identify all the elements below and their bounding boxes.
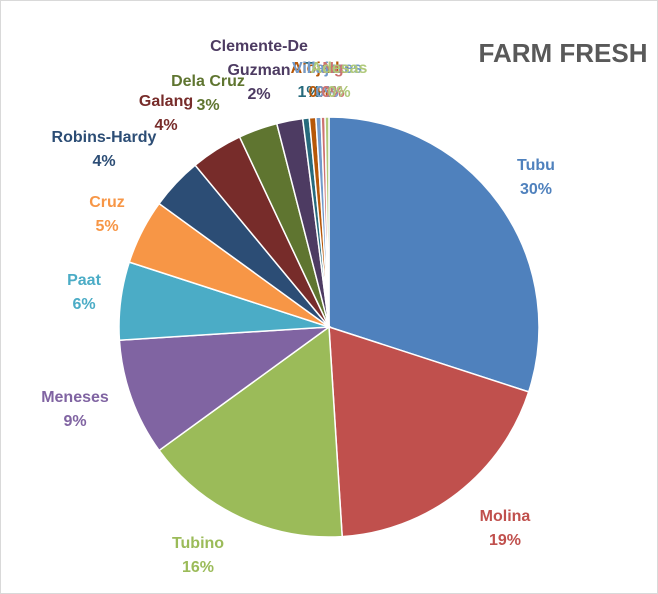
data-label-paat: Paat 6%: [67, 272, 101, 313]
data-label-meneses: Meneses 9%: [41, 389, 109, 430]
data-label-adesas: Adesas 0%: [311, 60, 368, 101]
data-label-galang: Galang 4%: [139, 93, 193, 134]
data-label-clemente-de-guzman: Clemente-De Guzman 2%: [210, 38, 308, 103]
data-label-t: T 1%: [297, 60, 320, 101]
pie-slice-tubino: [158, 325, 343, 538]
pie-slice-adesas: [324, 116, 330, 328]
pie-slice-molina: [328, 325, 530, 538]
data-label-villajares: Villajares 0%: [292, 60, 362, 101]
pie-slice-tubu: [328, 116, 540, 393]
data-label-molina: Molina 19%: [480, 508, 531, 549]
chart-title: FARM FRESH: [479, 38, 648, 68]
data-label-cruz: Cruz 5%: [89, 194, 125, 235]
pie-slice-meneses: [118, 326, 332, 452]
data-label-robins-hardy: Robins-Hardy 4%: [52, 129, 157, 170]
data-label-ng: Ng 0%: [321, 60, 344, 101]
data-label-tubino: Tubino 16%: [172, 535, 224, 576]
data-label-dela-cruz: Dela Cruz 3%: [171, 73, 245, 114]
data-label-alojado: Alojado 0%: [291, 60, 350, 101]
data-label-tubu: Tubu 30%: [517, 157, 555, 198]
